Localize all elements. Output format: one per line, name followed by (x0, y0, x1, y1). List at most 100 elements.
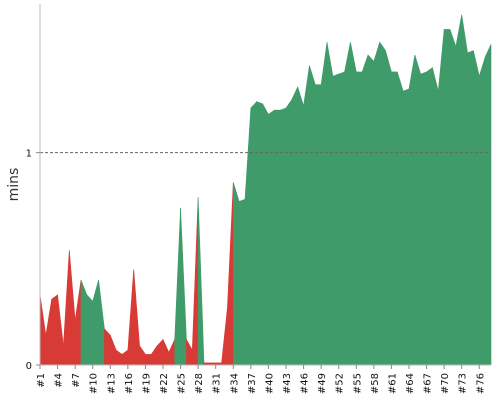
area-segment-#7 (74, 280, 82, 366)
area-segment-#39 (262, 103, 269, 366)
area-segment-#74 (467, 50, 474, 366)
x-tick-label: #61 (387, 373, 398, 394)
area-segment-#20 (150, 344, 158, 366)
area-segment-#5 (63, 250, 70, 366)
area-segment-#62 (396, 71, 404, 366)
y-axis-label: mins (6, 168, 22, 202)
area-segment-#6 (68, 250, 76, 366)
area-segment-#66 (420, 71, 427, 366)
x-tick-label: #52 (335, 373, 346, 394)
x-tick-label: #13 (106, 373, 117, 394)
area-segment-#46 (303, 65, 310, 366)
x-tick-label: #28 (194, 373, 205, 394)
x-tick-label: #67 (423, 373, 434, 394)
area-segment-#26 (186, 339, 193, 366)
area-segment-#3 (51, 294, 58, 366)
x-tick-label: #31 (212, 373, 223, 394)
area-segment-#2 (45, 299, 53, 366)
area-segment-#75 (473, 50, 480, 366)
y-tick-label: 0 (26, 361, 32, 372)
x-tick-label: #7 (71, 373, 82, 388)
area-series (39, 14, 492, 366)
area-segment-#69 (437, 29, 445, 366)
area-segment-#44 (291, 86, 299, 366)
area-segment-#11 (98, 280, 105, 366)
area-segment-#57 (367, 54, 375, 366)
x-tick-label: #55 (352, 373, 363, 394)
area-segment-#1 (39, 294, 47, 366)
x-tick-label: #22 (159, 373, 170, 394)
area-segment-#38 (256, 101, 263, 366)
area-segment-#64 (408, 54, 416, 366)
area-segment-#19 (145, 354, 152, 366)
area-segment-#35 (238, 198, 246, 366)
x-tick-label: #34 (229, 373, 240, 394)
area-segment-#37 (250, 100, 258, 366)
x-tick-label: #37 (247, 373, 258, 394)
x-tick-label: #19 (141, 373, 152, 394)
area-segment-#27 (191, 197, 199, 366)
area-segment-#58 (373, 42, 381, 366)
area-segment-#18 (139, 344, 146, 366)
area-segment-#43 (285, 98, 293, 366)
area-segment-#10 (92, 279, 99, 366)
area-segment-#77 (484, 44, 492, 366)
area-segment-#76 (478, 57, 486, 366)
area-segment-#52 (338, 71, 345, 366)
area-segment-#12 (104, 328, 111, 366)
x-tick-label: #16 (124, 373, 135, 394)
area-segment-#59 (379, 41, 386, 366)
area-segment-#42 (279, 107, 287, 366)
area-segment-#56 (361, 54, 369, 366)
area-segment-#4 (57, 294, 64, 366)
x-tick-label: #58 (370, 373, 381, 394)
area-segment-#49 (320, 42, 328, 366)
area-segment-#34 (232, 182, 240, 366)
area-segment-#50 (326, 42, 334, 366)
area-segment-#9 (86, 294, 94, 366)
area-segment-#72 (455, 14, 463, 366)
y-ticks: 01 (26, 149, 40, 372)
x-tick-label: #64 (405, 373, 416, 394)
area-segment-#8 (80, 279, 88, 366)
x-tick-label: #76 (475, 373, 486, 394)
area-segment-#54 (350, 42, 357, 366)
x-tick-label: #25 (177, 373, 188, 394)
area-segment-#33 (227, 182, 234, 366)
area-segment-#61 (391, 71, 398, 366)
area-segment-#53 (344, 42, 351, 366)
y-tick-label: 1 (26, 149, 32, 160)
area-segment-#17 (133, 269, 140, 366)
area-segment-#48 (314, 84, 322, 366)
area-segment-#45 (297, 86, 304, 366)
x-tick-label: #43 (282, 373, 293, 394)
area-segment-#41 (273, 109, 281, 366)
area-segment-#25 (180, 207, 187, 366)
area-segment-#67 (426, 67, 433, 366)
area-segment-#63 (402, 88, 410, 366)
area-segment-#16 (127, 269, 135, 366)
area-segment-#23 (168, 339, 176, 366)
x-tick-label: #40 (264, 373, 275, 394)
area-segment-#13 (109, 335, 117, 366)
area-segment-#14 (115, 349, 123, 366)
x-tick-label: #10 (89, 373, 100, 394)
area-segment-#70 (443, 29, 451, 366)
area-segment-#32 (221, 307, 228, 366)
area-segment-#68 (432, 67, 439, 366)
area-segment-#71 (449, 29, 457, 366)
area-segment-#60 (385, 50, 392, 366)
x-tick-label: #49 (317, 373, 328, 394)
area-segment-#15 (121, 349, 129, 366)
x-tick-label: #70 (440, 373, 451, 394)
x-tick-label: #1 (36, 373, 47, 388)
area-segment-#40 (268, 109, 275, 366)
x-ticks: #1 #4 #7 #10 #13 #16 #19 #22 #25 #28 #31 #34 #37 #40 #… (36, 365, 486, 394)
x-tick-label: #46 (300, 373, 311, 394)
area-segment-#65 (414, 54, 422, 366)
area-segment-#47 (309, 65, 316, 366)
area-segment-#21 (156, 338, 164, 366)
area-segment-#36 (244, 108, 252, 366)
